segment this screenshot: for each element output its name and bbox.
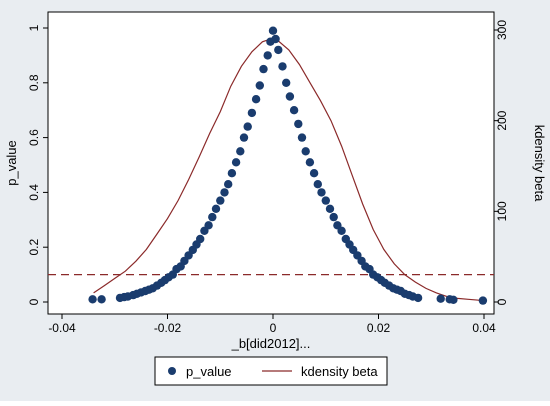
x-tick-label: 0.04 bbox=[472, 321, 496, 335]
left-tick-label: 0.8 bbox=[27, 74, 41, 91]
p-value-point bbox=[224, 180, 233, 189]
left-tick-label: 1 bbox=[27, 24, 41, 31]
p-value-point bbox=[88, 295, 97, 304]
p-value-point bbox=[301, 147, 310, 156]
x-axis: -0.04 -0.02 0 0.02 0.04 bbox=[48, 314, 496, 335]
p-value-point bbox=[231, 158, 241, 167]
x-tick-label: -0.04 bbox=[48, 321, 76, 335]
p-value-point bbox=[211, 204, 221, 213]
left-tick-label: 0.6 bbox=[27, 129, 41, 146]
plot-area bbox=[47, 11, 495, 315]
y-axis-label-left: p_value bbox=[4, 140, 19, 186]
kdensity-line bbox=[93, 38, 485, 302]
right-tick-label: 200 bbox=[495, 110, 509, 130]
right-tick-label: 300 bbox=[495, 20, 509, 40]
p-value-point bbox=[196, 234, 205, 244]
p-value-point bbox=[263, 51, 272, 60]
left-y-axis: 0 0.2 0.4 0.6 0.8 1 bbox=[27, 24, 48, 305]
p-value-point bbox=[227, 169, 237, 178]
x-tick-label: 0 bbox=[270, 321, 277, 335]
legend-label-kdensity: kdensity beta bbox=[301, 364, 378, 379]
p-value-point bbox=[313, 180, 322, 189]
p-value-point bbox=[309, 169, 319, 178]
p-value-point bbox=[413, 293, 423, 303]
p-value-series bbox=[88, 26, 488, 305]
x-axis-label: _b[did2012]... bbox=[231, 336, 311, 351]
p-value-point bbox=[317, 188, 326, 197]
legend-marker-p-value bbox=[168, 367, 176, 375]
p-value-point bbox=[436, 294, 445, 303]
right-tick-label: 0 bbox=[495, 298, 509, 305]
p-value-point bbox=[247, 108, 257, 118]
p-value-point bbox=[239, 133, 249, 142]
p-value-point bbox=[305, 158, 315, 167]
legend-label-p-value: p_value bbox=[186, 364, 232, 379]
p-value-point bbox=[321, 196, 330, 205]
p-value-point bbox=[220, 188, 229, 197]
left-tick-label: 0.4 bbox=[27, 184, 41, 201]
p-value-point bbox=[271, 34, 280, 44]
p-value-point bbox=[255, 81, 264, 90]
p-value-point bbox=[297, 133, 307, 142]
right-y-axis: 0 100 200 300 bbox=[494, 20, 509, 305]
p-value-point bbox=[243, 122, 252, 131]
p-value-point bbox=[259, 64, 268, 74]
p-value-point bbox=[337, 226, 346, 235]
p-value-point bbox=[325, 204, 335, 213]
right-tick-label: 100 bbox=[495, 201, 509, 221]
p-value-point bbox=[449, 295, 458, 304]
left-tick-label: 0 bbox=[27, 298, 41, 305]
p-value-point bbox=[274, 45, 283, 55]
x-tick-label: 0.02 bbox=[367, 321, 391, 335]
p-value-point bbox=[282, 78, 291, 88]
p-value-point bbox=[329, 212, 338, 222]
left-tick-label: 0.2 bbox=[27, 239, 41, 256]
p-value-point bbox=[216, 196, 225, 205]
y-axis-label-right: kdensity beta bbox=[532, 125, 547, 202]
p-value-point bbox=[208, 212, 217, 222]
p-value-point bbox=[289, 106, 299, 115]
p-value-point bbox=[97, 295, 106, 304]
p-value-point bbox=[294, 119, 303, 129]
p-value-point bbox=[278, 62, 287, 71]
kdensity-series bbox=[93, 38, 485, 302]
p-value-point bbox=[285, 92, 295, 101]
p-value-point bbox=[478, 296, 488, 305]
p-value-point bbox=[251, 95, 261, 104]
p-value-point bbox=[236, 147, 245, 156]
p-value-point bbox=[204, 221, 213, 230]
p-value-point bbox=[268, 26, 278, 35]
x-tick-label: -0.02 bbox=[154, 321, 182, 335]
